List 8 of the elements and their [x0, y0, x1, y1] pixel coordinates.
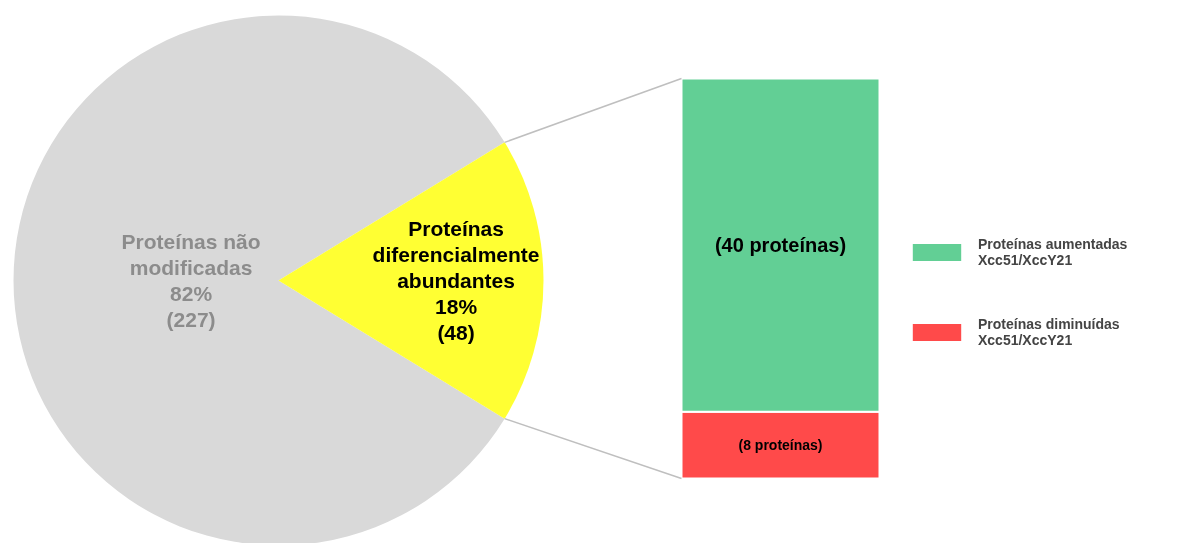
data-label: (8 proteínas)	[738, 437, 823, 454]
legend-label: Proteínas diminuídas Xcc51/XccY21	[978, 316, 1120, 348]
legend-label: Proteínas aumentadas Xcc51/XccY21	[978, 236, 1128, 268]
slice-label: Proteínas não modificadas	[121, 230, 261, 279]
data-label: (40 proteínas)	[714, 234, 847, 257]
data-label: 82% (227)	[166, 282, 216, 331]
data-label: 18% (48)	[435, 295, 478, 344]
slice-label: Proteínas diferencialmente abundantes	[372, 217, 540, 292]
